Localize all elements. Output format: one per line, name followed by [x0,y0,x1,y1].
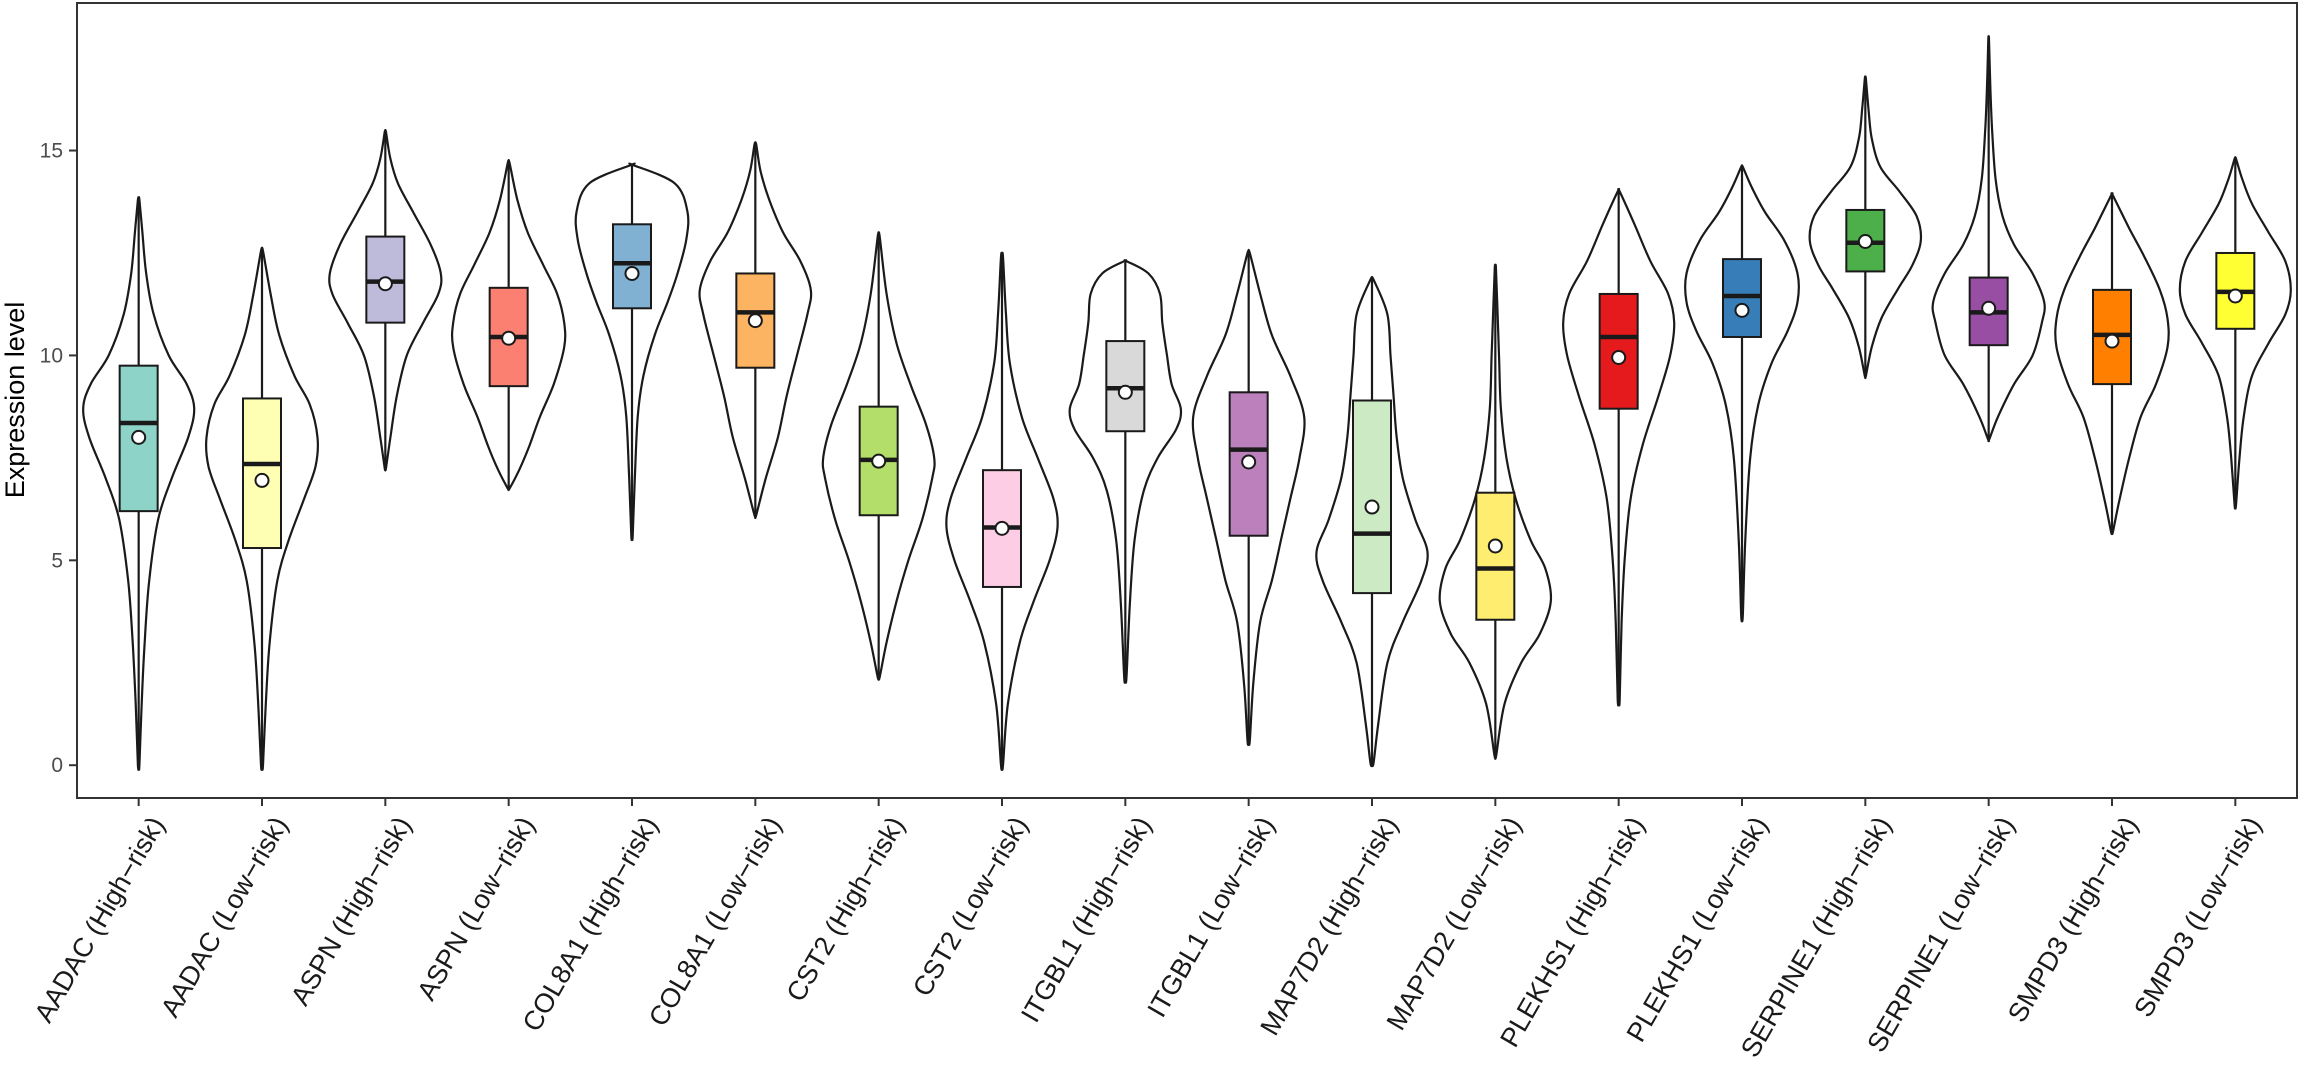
x-tick-label: PLEKHS1 (High−risk) [1494,812,1650,1052]
iqr-box [242,397,282,550]
plot-panel [76,2,2298,799]
mean-point [2227,288,2243,304]
mean-point [1734,302,1750,318]
mean-point [1241,454,1257,470]
violin-outline [1438,263,1553,760]
y-tick-label: 10 [40,344,63,367]
y-axis: 0 5 10 15 [40,140,77,777]
box-layer [118,39,2256,766]
mean-point [1117,384,1133,400]
violin-outline [2178,156,2292,510]
y-tick-label: 5 [51,549,63,572]
iqr-box [1475,491,1516,621]
mean-point [994,520,1010,536]
x-tick-label: SERPINE1 (Low−risk) [1861,812,2020,1058]
x-tick-label: COL8A1 (Low−risk) [643,812,787,1032]
y-tick-label: 0 [51,754,63,777]
x-tick-label: ASPN (Low−risk) [411,812,540,1006]
iqr-box [1352,399,1392,595]
violin-outline [450,159,567,492]
x-tick-label: AADAC (Low−risk) [155,812,294,1023]
violin-layer [82,35,2292,771]
mean-point [1857,234,1873,249]
x-tick-label: MAP7D2 (High−risk) [1254,812,1403,1041]
iqr-box [1598,292,1639,410]
violin-outline [1683,164,1801,623]
mean-point [377,276,393,292]
mean-point [871,453,887,469]
mean-point [254,472,270,488]
x-tick-label: PLEKHS1 (Low−risk) [1621,812,1774,1047]
violin-outline [1315,275,1429,768]
y-tick-label: 15 [40,140,63,163]
x-axis: AADAC (High−risk)AADAC (Low−risk)ASPN (H… [29,798,2267,1062]
mean-point [1487,538,1503,554]
mean-point [2104,333,2120,349]
mean-point [131,429,147,445]
x-tick-label: CST2 (High−risk) [781,812,911,1007]
mean-point [1611,349,1627,365]
x-tick-label: ITGBL1 (High−risk) [1015,812,1157,1028]
mean-point [501,330,517,346]
y-axis-title: Expression level [0,302,30,499]
violin-outline [2054,192,2170,536]
x-tick-label: AADAC (High−risk) [29,812,171,1028]
mean-point [747,313,763,329]
x-tick-label: ASPN (High−risk) [285,812,417,1011]
x-tick-label: CST2 (Low−risk) [907,812,1034,1002]
violin-outline [1808,75,1923,380]
x-tick-label: COL8A1 (High−risk) [517,812,664,1037]
x-tick-label: SMPD3 (Low−risk) [2128,812,2267,1023]
mean-point [624,265,640,281]
violin-outline [1562,187,1676,707]
x-tick-label: SMPD3 (High−risk) [2002,812,2144,1028]
x-tick-label: ITGBL1 (Low−risk) [1142,812,1281,1023]
mean-point [1364,499,1380,515]
violin-outline [82,196,196,771]
violin-outline [204,246,320,771]
mean-point [1981,300,1997,316]
x-tick-label: MAP7D2 (Low−risk) [1381,812,1527,1036]
